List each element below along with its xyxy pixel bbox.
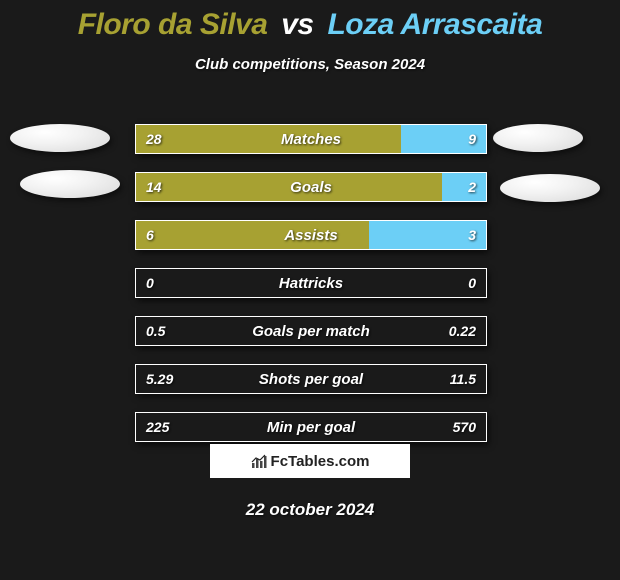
bar-label: Min per goal	[136, 413, 486, 441]
watermark: FcTables.com	[210, 444, 410, 478]
value-right: 3	[468, 221, 476, 249]
watermark-text: FcTables.com	[271, 453, 370, 470]
bar-label: Goals per match	[136, 317, 486, 345]
club-logo-1	[20, 170, 120, 198]
value-right: 0.22	[449, 317, 476, 345]
subtitle: Club competitions, Season 2024	[0, 56, 620, 73]
stat-row-goals: 142Goals	[135, 172, 487, 202]
bar-label: Hattricks	[136, 269, 486, 297]
value-left: 14	[146, 173, 162, 201]
value-right: 9	[468, 125, 476, 153]
bar-left	[136, 173, 442, 201]
stat-row-shots-per-goal: 5.29 11.5Shots per goal	[135, 364, 487, 394]
chart-icon	[251, 453, 267, 469]
value-right: 2	[468, 173, 476, 201]
club-logo-3	[500, 174, 600, 202]
stat-row-assists: 63Assists	[135, 220, 487, 250]
date: 22 october 2024	[0, 500, 620, 520]
comparison-infographic: Floro da Silva vs Loza Arrascaita Club c…	[0, 0, 620, 580]
stat-bars: 289Matches142Goals63Assists00Hattricks0.…	[135, 124, 485, 460]
value-right: 0	[468, 269, 476, 297]
value-left: 28	[146, 125, 162, 153]
value-right: 570	[453, 413, 476, 441]
club-logo-0	[10, 124, 110, 152]
vs-label: vs	[281, 8, 313, 41]
stat-row-goals-per-match: 0.5 0.22Goals per match	[135, 316, 487, 346]
value-left: 225	[146, 413, 169, 441]
stat-row-hattricks: 0 0Hattricks	[135, 268, 487, 298]
bar-left	[136, 221, 369, 249]
bar-left	[136, 125, 401, 153]
stat-row-matches: 289Matches	[135, 124, 487, 154]
title: Floro da Silva vs Loza Arrascaita	[0, 0, 620, 42]
value-left: 6	[146, 221, 154, 249]
club-logo-2	[493, 124, 583, 152]
bar-right	[442, 173, 486, 201]
value-left: 5.29	[146, 365, 173, 393]
stat-row-min-per-goal: 225 570Min per goal	[135, 412, 487, 442]
value-left: 0.5	[146, 317, 165, 345]
value-right: 11.5	[450, 365, 476, 393]
player1-name: Floro da Silva	[78, 8, 268, 41]
player2-name: Loza Arrascaita	[327, 8, 542, 41]
value-left: 0	[146, 269, 154, 297]
bar-label: Shots per goal	[136, 365, 486, 393]
